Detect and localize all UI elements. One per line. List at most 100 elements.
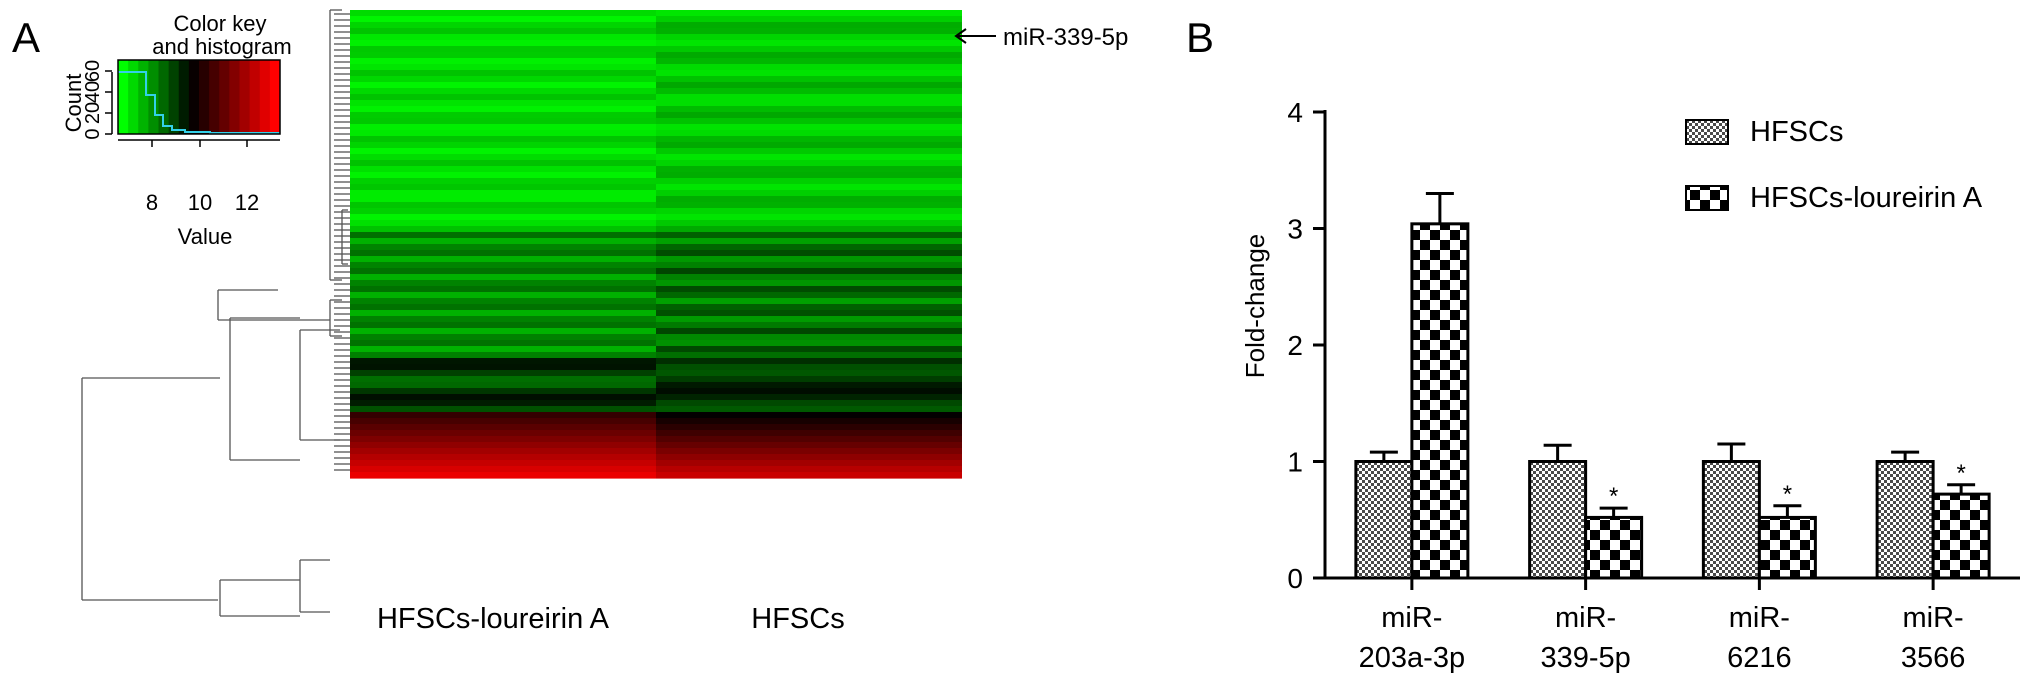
heatmap-cell bbox=[656, 88, 962, 95]
color-key-band bbox=[199, 60, 210, 134]
heatmap-cell bbox=[350, 364, 656, 371]
bar bbox=[1584, 515, 1644, 580]
heatmap-cell bbox=[656, 442, 962, 449]
heatmap-cell bbox=[350, 100, 656, 107]
heatmap-cell bbox=[656, 304, 962, 311]
heatmap-cell bbox=[350, 274, 656, 281]
heatmap-cell bbox=[656, 364, 962, 371]
y-axis-label: Fold-change bbox=[1240, 234, 1270, 379]
heatmap-cell bbox=[656, 220, 962, 227]
color-key-x-tick-label: 10 bbox=[188, 190, 212, 215]
heatmap-cell bbox=[656, 52, 962, 59]
color-key-bands bbox=[118, 60, 281, 134]
heatmap-cell bbox=[656, 256, 962, 263]
color-key-xlabel: Value bbox=[178, 224, 233, 249]
significance-marker: * bbox=[1609, 483, 1618, 510]
heatmap-cell bbox=[656, 394, 962, 401]
heatmap-cell bbox=[350, 106, 656, 113]
heatmap-cell bbox=[656, 358, 962, 365]
heatmap-cell bbox=[656, 418, 962, 425]
heatmap-cell bbox=[656, 22, 962, 29]
heatmap-cell bbox=[656, 334, 962, 341]
heatmap-column-label-2: HFSCs bbox=[751, 603, 844, 635]
heatmap-cell bbox=[656, 460, 962, 467]
heatmap-cell bbox=[656, 280, 962, 287]
heatmap-cell bbox=[350, 82, 656, 89]
heatmap-cell bbox=[350, 40, 656, 47]
bar bbox=[1354, 460, 1414, 580]
heatmap-cell bbox=[350, 358, 656, 365]
color-key-frame bbox=[117, 59, 281, 135]
color-key-band bbox=[128, 60, 139, 134]
annotation-arrow-head bbox=[954, 28, 967, 44]
heatmap-cell bbox=[350, 436, 656, 443]
color-key-title-line2: and histogram bbox=[152, 34, 291, 59]
heatmap-cell bbox=[656, 124, 962, 131]
x-tick-labels: miR- 203a-3p miR- 339-5p miR- 6216 miR- 3566 bbox=[1359, 602, 1966, 674]
heatmap-cell bbox=[350, 466, 656, 473]
heatmap-cell bbox=[656, 94, 962, 101]
heatmap-cell bbox=[656, 466, 962, 473]
heatmap-cell bbox=[656, 34, 962, 41]
panel-b: B Fold-change 0 1 2 3 4 * * * miR- 203a-3p miR- 3… bbox=[1186, 14, 2020, 674]
heatmap-cell bbox=[350, 196, 656, 203]
heatmap-cell bbox=[656, 208, 962, 215]
x-tick-label: 6216 bbox=[1727, 642, 1792, 674]
legend-label-hfscs-loureirin-a: HFSCs-loureirin A bbox=[1750, 182, 1983, 214]
color-key-band bbox=[118, 60, 129, 134]
heatmap-cell bbox=[656, 130, 962, 137]
heatmap-cell bbox=[350, 394, 656, 401]
legend-swatch-hfscs bbox=[1685, 119, 1729, 145]
heatmap-cell bbox=[656, 28, 962, 35]
heatmap-cell bbox=[656, 382, 962, 389]
bar bbox=[1875, 460, 1935, 580]
heatmap-cell bbox=[656, 400, 962, 407]
dendrogram bbox=[81, 9, 350, 617]
heatmap-cell bbox=[656, 76, 962, 83]
x-tick-label: miR- bbox=[1729, 602, 1790, 634]
color-key-y-tick-label: 60 bbox=[82, 60, 104, 82]
bar-chart-bars: * * * bbox=[1354, 192, 1991, 580]
heatmap-cell bbox=[656, 370, 962, 377]
color-key-band bbox=[209, 60, 220, 134]
heatmap-cell bbox=[350, 208, 656, 215]
heatmap-cell bbox=[656, 64, 962, 71]
heatmap-cell bbox=[656, 184, 962, 191]
y-tick-label: 2 bbox=[1287, 330, 1303, 361]
heatmap-cell bbox=[656, 40, 962, 47]
heatmap-cell bbox=[350, 442, 656, 449]
color-key-band bbox=[158, 60, 170, 134]
heatmap-cell bbox=[350, 16, 656, 23]
heatmap-cell bbox=[656, 352, 962, 359]
significance-marker: * bbox=[1783, 481, 1792, 508]
heatmap-cell bbox=[350, 268, 656, 275]
heatmap-cell bbox=[656, 166, 962, 173]
panel-a-label: A bbox=[12, 14, 40, 61]
heatmap-cell bbox=[350, 334, 656, 341]
bar bbox=[1528, 460, 1588, 580]
panel-b-label: B bbox=[1186, 14, 1214, 61]
color-key-band bbox=[239, 60, 251, 134]
color-key-histogram-line bbox=[118, 71, 280, 134]
x-tick-label: 3566 bbox=[1901, 642, 1966, 674]
heatmap-cell bbox=[350, 304, 656, 311]
heatmap-cell bbox=[656, 388, 962, 395]
heatmap bbox=[350, 10, 962, 479]
heatmap-cell bbox=[350, 262, 656, 269]
bar bbox=[1931, 492, 1991, 580]
heatmap-cell bbox=[350, 220, 656, 227]
heatmap-cell bbox=[656, 226, 962, 233]
heatmap-cell bbox=[350, 64, 656, 71]
heatmap-cell bbox=[350, 472, 656, 479]
heatmap-cell bbox=[656, 178, 962, 185]
heatmap-cell bbox=[656, 136, 962, 143]
heatmap-cell bbox=[350, 184, 656, 191]
heatmap-cell bbox=[656, 160, 962, 167]
color-key-band bbox=[148, 60, 159, 134]
heatmap-cell bbox=[350, 130, 656, 137]
heatmap-cell bbox=[656, 190, 962, 197]
heatmap-cell bbox=[350, 250, 656, 257]
